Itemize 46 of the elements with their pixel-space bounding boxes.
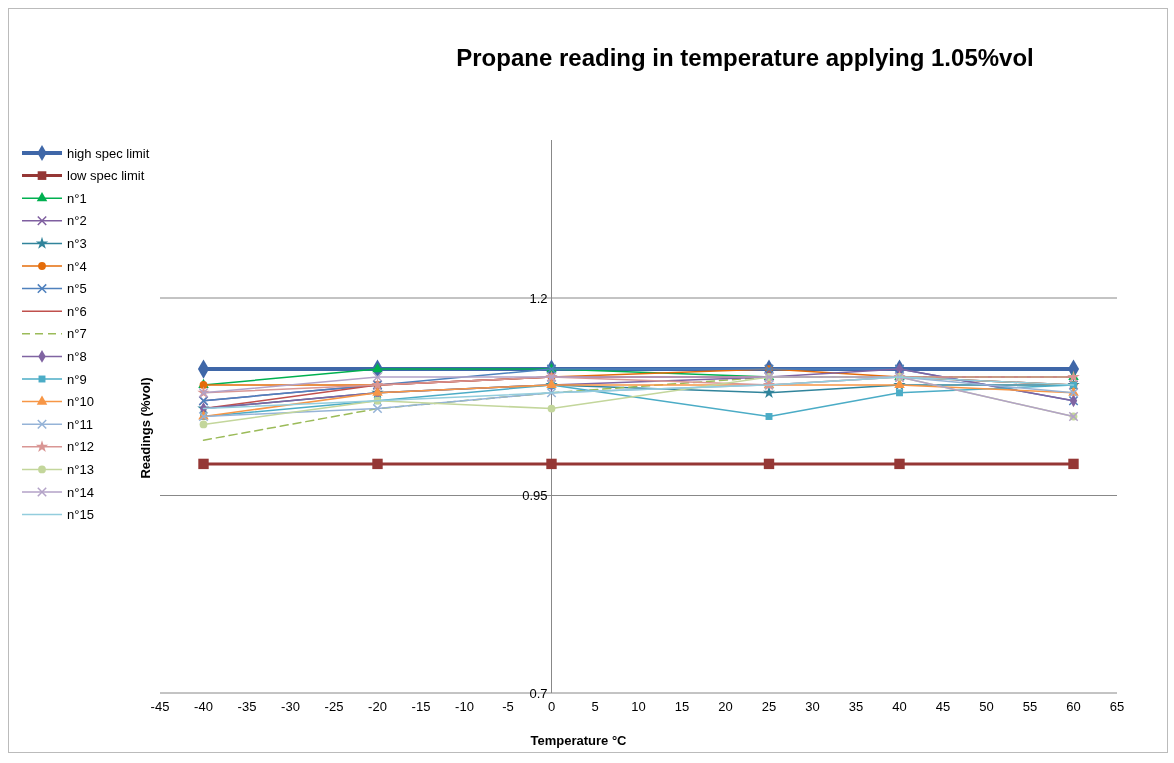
x-axis-title: Temperature °C xyxy=(530,733,628,748)
x-tick-label: -40 xyxy=(194,699,213,714)
x-tick-label: 55 xyxy=(1022,699,1038,714)
legend-label: n°15 xyxy=(67,507,94,523)
legend-label: n°6 xyxy=(67,303,87,319)
legend-label: n°3 xyxy=(67,235,87,251)
x-tick-label: -30 xyxy=(281,699,300,714)
x-tick-label: 20 xyxy=(718,699,733,714)
y-tick-label: 0.95 xyxy=(522,488,548,504)
x-tick-label: -10 xyxy=(455,699,474,714)
legend-label: n°12 xyxy=(67,439,94,455)
x-tick-label: 40 xyxy=(892,699,907,714)
x-tick-label: -35 xyxy=(237,699,257,714)
x-tick-label: 60 xyxy=(1066,699,1081,714)
x-tick-label: -15 xyxy=(411,699,431,714)
chart-title: Propane reading in temperature applying 1.05%vol xyxy=(456,44,1034,71)
y-axis-title: Readings (%vol) xyxy=(138,377,153,479)
x-tick-label: -20 xyxy=(368,699,387,714)
legend-label: n°4 xyxy=(67,258,87,274)
legend-label: n°8 xyxy=(67,348,87,364)
y-tick-label: 1.2 xyxy=(529,290,548,306)
x-tick-label: -45 xyxy=(150,699,170,714)
x-tick-label: 10 xyxy=(631,699,646,714)
legend-label: n°1 xyxy=(67,190,87,206)
legend-label: n°14 xyxy=(67,484,94,500)
x-tick-label: 65 xyxy=(1109,699,1125,714)
x-tick-label: 45 xyxy=(935,699,951,714)
legend-label: n°2 xyxy=(67,213,87,229)
legend-label: n°11 xyxy=(67,416,93,432)
legend-label: n°5 xyxy=(67,281,87,297)
y-tick-label: 0.7 xyxy=(529,685,548,701)
legend-label: low spec limit xyxy=(67,168,145,184)
x-tick-label: 25 xyxy=(761,699,777,714)
x-tick-label: 35 xyxy=(848,699,864,714)
x-tick-label: 50 xyxy=(979,699,994,714)
x-tick-label: 15 xyxy=(674,699,690,714)
legend-label: high spec limit xyxy=(67,145,150,161)
legend-label: n°7 xyxy=(67,326,87,342)
legend-label: n°9 xyxy=(67,371,87,387)
x-tick-label: 30 xyxy=(805,699,820,714)
x-tick-label: 5 xyxy=(591,699,599,714)
x-tick-label: -25 xyxy=(324,699,344,714)
legend-label: n°13 xyxy=(67,461,94,477)
x-tick-label: 0 xyxy=(547,699,556,714)
x-tick-label: -5 xyxy=(502,699,514,714)
legend-label: n°10 xyxy=(67,394,94,410)
